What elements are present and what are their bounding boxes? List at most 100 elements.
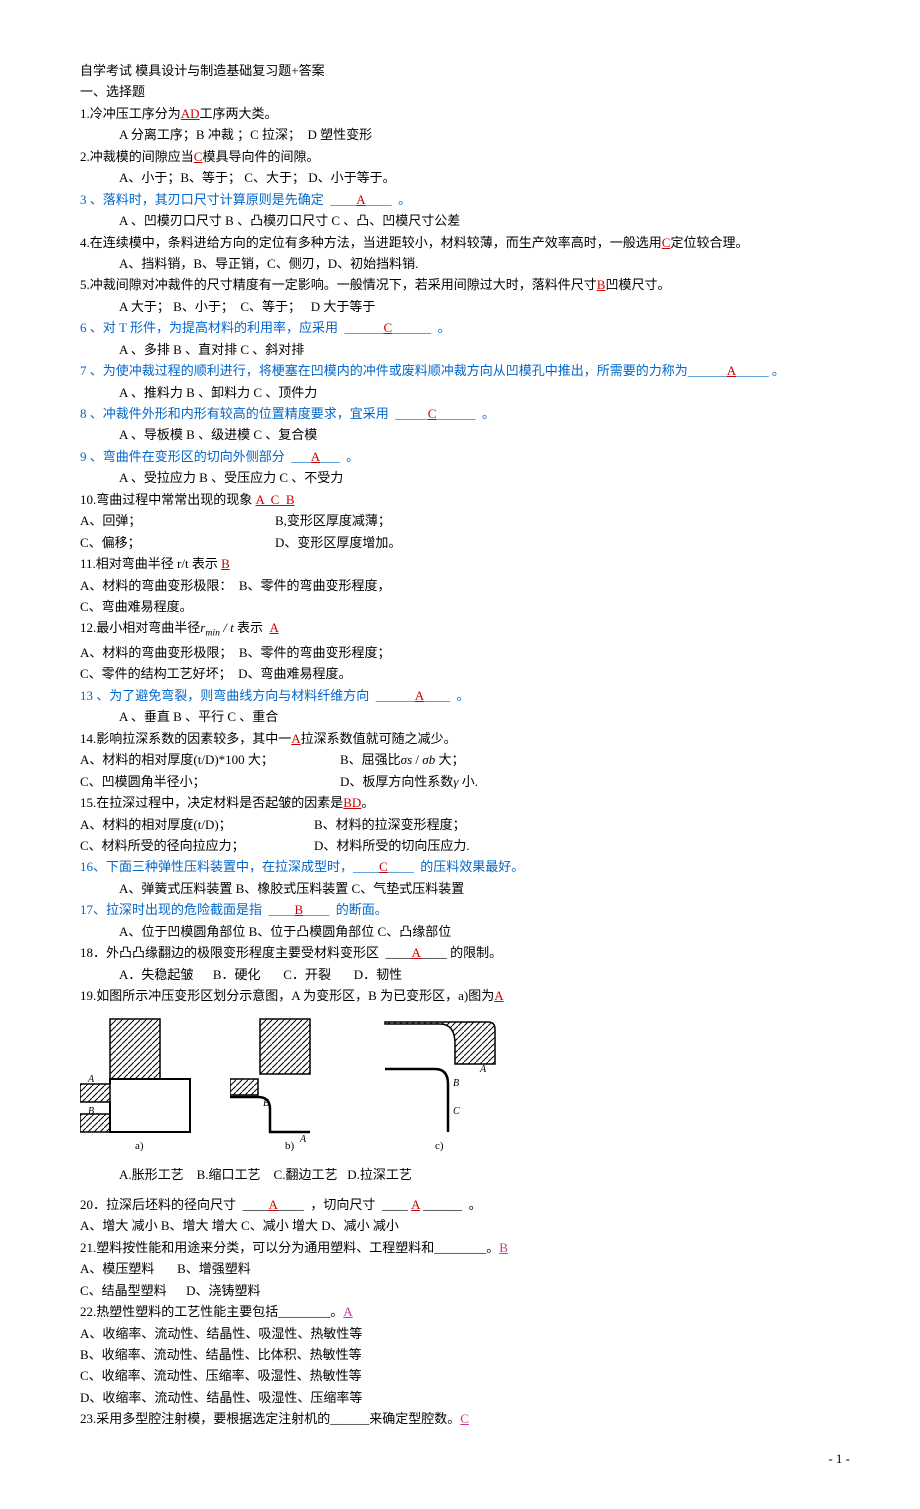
q1-stem: 1.冷冲压工序分为AD工序两大类。 bbox=[80, 103, 850, 124]
fig-c: A B C c) bbox=[380, 1014, 500, 1154]
q21-opts1: A、模压塑料 B、增强塑料 bbox=[80, 1258, 850, 1279]
q18-ans: A bbox=[412, 945, 421, 960]
q9-opts: A 、受拉应力 B 、受压应力 C 、不受力 bbox=[80, 467, 850, 488]
q7-stem: 7 、为使冲裁过程的顺利进行，将梗塞在凹模内的冲件或废料顺冲裁方向从凹模孔中推出… bbox=[80, 360, 850, 381]
q9-stem: 9 、弯曲件在变形区的切向外侧部分 ___A___ 。 bbox=[80, 446, 850, 467]
q15-ans: BD bbox=[343, 795, 361, 810]
q12-opts1: A、材料的弯曲变形极限； B、零件的弯曲变形程度； bbox=[80, 642, 850, 663]
q17-ans: B bbox=[295, 902, 304, 917]
q14-pre: 14.影响拉深系数的因素较多，其中一 bbox=[80, 731, 291, 746]
fig-a: A B a) bbox=[80, 1014, 200, 1154]
q5-post: 凹模尺寸。 bbox=[605, 277, 670, 292]
q10-row1: A、回弹；B,变形区厚度减薄； bbox=[80, 510, 850, 531]
q23-ans: C bbox=[460, 1411, 469, 1426]
q5-pre: 5.冲裁间隙对冲裁件的尺寸精度有一定影响。一般情况下，若采用间隙过大时，落料件尺… bbox=[80, 277, 597, 292]
q14-b-post: 大； bbox=[435, 752, 464, 767]
q15-a: A、材料的相对厚度(t/D)； bbox=[80, 814, 314, 835]
q22-stem: 22.热塑性塑料的工艺性能主要包括________。A bbox=[80, 1301, 850, 1322]
q10-a: A、回弹； bbox=[80, 510, 275, 531]
q8-post: ______ 。 bbox=[436, 406, 495, 421]
q9-ans: A bbox=[311, 449, 320, 464]
q17-stem: 17、拉深时出现的危险截面是指 ____B____ 的断面。 bbox=[80, 899, 850, 920]
q12-formula: rmin / t bbox=[200, 620, 233, 635]
q21-opts2: C、结晶型塑料 D、浇铸塑料 bbox=[80, 1280, 850, 1301]
q10-b: B,变形区厚度减薄； bbox=[275, 513, 391, 528]
q19-figures: A B a) B A b) A B C c) bbox=[80, 1014, 850, 1154]
q5-stem: 5.冲裁间隙对冲裁件的尺寸精度有一定影响。一般情况下，若采用间隙过大时，落料件尺… bbox=[80, 274, 850, 295]
q10-stem: 10.弯曲过程中常常出现的现象 A C B bbox=[80, 489, 850, 510]
q22-ans: A bbox=[343, 1304, 352, 1319]
q17-post: ____ 的断面。 bbox=[303, 902, 388, 917]
q14-d: D、板厚方向性系数γ 小. bbox=[340, 774, 478, 789]
q4-stem: 4.在连续模中，条料进给方向的定位有多种方法，当进距较小，材料较薄，而生产效率高… bbox=[80, 232, 850, 253]
q10-row2: C、偏移；D、变形区厚度增加。 bbox=[80, 532, 850, 553]
fig-a-label: a) bbox=[135, 1140, 144, 1152]
q11-opts2: C、弯曲难易程度。 bbox=[80, 596, 850, 617]
q22-b: B、收缩率、流动性、结晶性、比体积、热敏性等 bbox=[80, 1344, 850, 1365]
q8-text: 8 、冲裁件外形和内形有较高的位置精度要求，宜采用 _____ bbox=[80, 406, 428, 421]
q21-ans: B bbox=[499, 1240, 508, 1255]
q16-opts: A、弹簧式压料装置 B、橡胶式压料装置 C、气垫式压料装置 bbox=[80, 878, 850, 899]
svg-text:A: A bbox=[87, 1074, 95, 1085]
q22-text: 22.热塑性塑料的工艺性能主要包括________。 bbox=[80, 1304, 343, 1319]
svg-text:A: A bbox=[479, 1064, 487, 1075]
q16-stem: 16、下面三种弹性压料装置中，在拉深成型时，____C____ 的压料效果最好。 bbox=[80, 856, 850, 877]
q17-text: 17、拉深时出现的危险截面是指 ____ bbox=[80, 902, 295, 917]
q1-opts: A 分离工序；B 冲裁 ；C 拉深； D 塑性变形 bbox=[80, 124, 850, 145]
doc-title: 自学考试 模具设计与制造基础复习题+答案 bbox=[80, 60, 850, 81]
q6-stem: 6 、对 T 形件，为提高材料的利用率，应采用 ______C______ 。 bbox=[80, 317, 850, 338]
q14-stem: 14.影响拉深系数的因素较多，其中一A拉深系数值就可随之减少。 bbox=[80, 728, 850, 749]
q3-ans: A bbox=[356, 192, 365, 207]
q17-opts: A、位于凹模圆角部位 B、位于凸模圆角部位 C、凸缘部位 bbox=[80, 921, 850, 942]
q23-stem: 23.采用多型腔注射模，要根据选定注射机的______来确定型腔数。C bbox=[80, 1408, 850, 1429]
q7-post: _____ 。 bbox=[736, 363, 785, 378]
q22-c: C、收缩率、流动性、压缩率、吸湿性、热敏性等 bbox=[80, 1365, 850, 1386]
q18-opts: A．失稳起皱 B．硬化 C．开裂 D．韧性 bbox=[80, 964, 850, 985]
q14-b: B、屈强比σs / σb 大； bbox=[340, 752, 464, 767]
q12-stem: 12.最小相对弯曲半径rmin / t 表示 A bbox=[80, 617, 850, 642]
q14-row1: A、材料的相对厚度(t/D)*100 大；B、屈强比σs / σb 大； bbox=[80, 749, 850, 770]
q23-text: 23.采用多型腔注射模，要根据选定注射机的______来确定型腔数。 bbox=[80, 1411, 460, 1426]
q15-d: D、材料所受的切向压应力. bbox=[314, 838, 470, 853]
q15-b: B、材料的拉深变形程度； bbox=[314, 817, 466, 832]
q10-text: 10.弯曲过程中常常出现的现象 bbox=[80, 492, 252, 507]
q4-pre: 4.在连续模中，条料进给方向的定位有多种方法，当进距较小，材料较薄，而生产效率高… bbox=[80, 235, 662, 250]
q5-opts: A 大于； B、小于； C、等于； D 大于等于 bbox=[80, 296, 850, 317]
q7-ans: A bbox=[727, 363, 736, 378]
q14-d-pre: D、板厚方向性系数 bbox=[340, 774, 453, 789]
q16-post: ____ 的压料效果最好。 bbox=[388, 859, 525, 874]
q14-a: A、材料的相对厚度(t/D)*100 大； bbox=[80, 749, 340, 770]
q15-stem: 15.在拉深过程中，决定材料是否起皱的因素是BD。 bbox=[80, 792, 850, 813]
q20-post: ______ 。 bbox=[420, 1197, 482, 1212]
q6-post: ______ 。 bbox=[392, 320, 451, 335]
svg-text:B: B bbox=[263, 1098, 269, 1109]
q15-row2: C、材料所受的径向拉应力；D、材料所受的切向压应力. bbox=[80, 835, 850, 856]
svg-text:B: B bbox=[88, 1106, 94, 1117]
q14-row2: C、凹模圆角半径小；D、板厚方向性系数γ 小. bbox=[80, 771, 850, 792]
svg-text:A: A bbox=[299, 1134, 307, 1145]
q12-opts2: C、零件的结构工艺好坏； D、弯曲难易程度。 bbox=[80, 663, 850, 684]
q14-b-pre: B、屈强比 bbox=[340, 752, 401, 767]
q3-opts: A 、凹模刃口尺寸 B 、凸模刃口尺寸 C 、凸、凹模尺寸公差 bbox=[80, 210, 850, 231]
fig-c-label: c) bbox=[435, 1140, 444, 1152]
q19-opts: A.胀形工艺 B.缩口工艺 C.翻边工艺 D.拉深工艺 bbox=[80, 1164, 850, 1185]
q1-post: 工序两大类。 bbox=[200, 106, 278, 121]
q2-pre: 2.冲裁模的间隙应当 bbox=[80, 149, 194, 164]
q11-text: 11.相对弯曲半径 r/t 表示 bbox=[80, 556, 218, 571]
q8-opts: A 、导板模 B 、级进模 C 、复合模 bbox=[80, 424, 850, 445]
q19-pre: 19.如图所示冲压变形区划分示意图，A 为变形区，B 为已变形区，a)图为 bbox=[80, 988, 494, 1003]
q6-text: 6 、对 T 形件，为提高材料的利用率，应采用 ______ bbox=[80, 320, 383, 335]
q14-b-mid: / bbox=[412, 752, 422, 767]
q11-stem: 11.相对弯曲半径 r/t 表示 B bbox=[80, 553, 850, 574]
q9-post: ___ 。 bbox=[320, 449, 359, 464]
q18-stem: 18．外凸凸缘翻边的极限变形程度主要受材料变形区 ____A____ 的限制。 bbox=[80, 942, 850, 963]
q14-d-post: 小. bbox=[459, 774, 479, 789]
q14-b-s: σs bbox=[401, 752, 412, 767]
q13-text: 13 、为了避免弯裂，则弯曲线方向与材料纤维方向 ______ bbox=[80, 688, 415, 703]
q1-ans: AD bbox=[181, 106, 200, 121]
q16-text: 16、下面三种弹性压料装置中，在拉深成型时，____ bbox=[80, 859, 379, 874]
q20-pre: 20．拉深后坯料的径向尺寸 ____ bbox=[80, 1197, 269, 1212]
section-heading: 一、选择题 bbox=[80, 81, 850, 102]
page-footer: - 1 - bbox=[80, 1448, 850, 1469]
q20-mid: ____ ，切向尺寸 ____ bbox=[278, 1197, 408, 1212]
